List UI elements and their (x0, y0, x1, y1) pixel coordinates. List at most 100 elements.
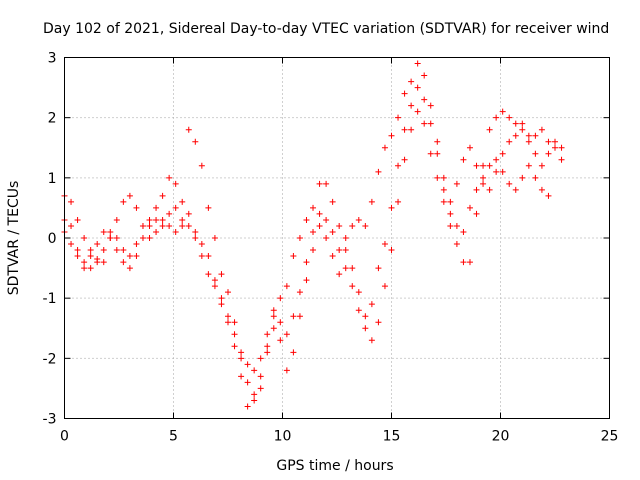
data-point (466, 204, 473, 211)
data-point (296, 235, 303, 241)
data-point (185, 210, 192, 217)
data-point (329, 253, 336, 260)
data-point (473, 186, 480, 193)
data-point (68, 222, 75, 229)
data-point (303, 277, 310, 284)
data-point (480, 174, 487, 181)
data-point (499, 168, 506, 175)
data-point (74, 253, 81, 260)
data-point (185, 126, 192, 133)
data-point (395, 198, 402, 205)
data-point (381, 283, 388, 290)
data-point (466, 259, 473, 266)
x-tick-label: 0 (60, 429, 69, 445)
data-point (192, 235, 199, 241)
data-point (486, 186, 493, 193)
series-track-c (61, 108, 552, 374)
data-point (323, 216, 330, 223)
data-point (264, 349, 271, 356)
data-point (375, 319, 382, 326)
data-point (277, 337, 284, 344)
data-point (558, 156, 565, 163)
data-point (159, 222, 166, 229)
data-point (126, 192, 133, 199)
y-tick-label: 1 (48, 171, 57, 187)
series-track-a (61, 60, 565, 398)
data-point (133, 241, 140, 248)
data-point (166, 222, 173, 229)
data-point (342, 247, 349, 254)
data-point (408, 78, 415, 85)
data-point (270, 313, 277, 320)
data-point (506, 180, 513, 187)
x-axis-label: GPS time / hours (276, 458, 393, 474)
data-point (120, 259, 127, 266)
data-point (100, 228, 107, 235)
data-point (277, 295, 284, 302)
data-point (257, 355, 264, 362)
data-point (283, 283, 290, 290)
data-point (211, 277, 218, 284)
data-point (349, 283, 356, 290)
data-point (159, 192, 166, 199)
data-point (244, 361, 251, 368)
data-point (460, 156, 467, 163)
data-point (355, 216, 362, 223)
data-point (349, 265, 356, 272)
data-point (172, 180, 179, 187)
data-point (231, 331, 238, 338)
data-point (427, 150, 434, 157)
data-point (355, 307, 362, 314)
data-point (290, 253, 297, 260)
x-tick-label: 25 (601, 429, 619, 445)
data-point (94, 241, 101, 248)
data-point (499, 150, 506, 157)
data-point (310, 247, 317, 254)
data-point (74, 247, 81, 254)
data-point (499, 108, 506, 115)
data-point (146, 216, 153, 223)
y-tick-label: -3 (43, 412, 57, 428)
data-marks (61, 60, 565, 410)
data-point (244, 403, 251, 410)
data-point (342, 265, 349, 272)
data-point (126, 265, 133, 272)
data-point (283, 367, 290, 374)
data-point (296, 289, 303, 296)
data-point (257, 385, 264, 392)
data-point (205, 271, 212, 278)
data-point (323, 235, 330, 241)
data-point (179, 216, 186, 223)
data-point (395, 162, 402, 169)
data-point (388, 247, 395, 254)
data-point (87, 253, 94, 260)
data-point (81, 265, 88, 272)
data-point (310, 204, 317, 211)
data-point (440, 198, 447, 205)
data-point (283, 331, 290, 338)
data-point (87, 265, 94, 272)
data-point (525, 132, 532, 139)
data-point (519, 126, 526, 133)
data-point (179, 198, 186, 205)
data-point (532, 150, 539, 157)
data-point (146, 222, 153, 229)
data-point (166, 174, 173, 181)
data-point (545, 138, 552, 145)
x-axis-ticks: 0 5 10 15 20 25 (60, 57, 619, 445)
data-point (368, 198, 375, 205)
y-tick-label: 2 (48, 111, 57, 127)
data-point (113, 247, 120, 254)
data-point (323, 180, 330, 187)
data-point (362, 325, 369, 332)
data-point (336, 271, 343, 278)
data-point (218, 301, 225, 308)
data-point (421, 120, 428, 127)
chart-title: Day 102 of 2021, Sidereal Day-to-day VTE… (43, 21, 609, 37)
data-point (81, 235, 88, 241)
data-point (100, 247, 107, 254)
data-point (244, 379, 251, 386)
grid (64, 57, 610, 419)
data-point (480, 162, 487, 169)
